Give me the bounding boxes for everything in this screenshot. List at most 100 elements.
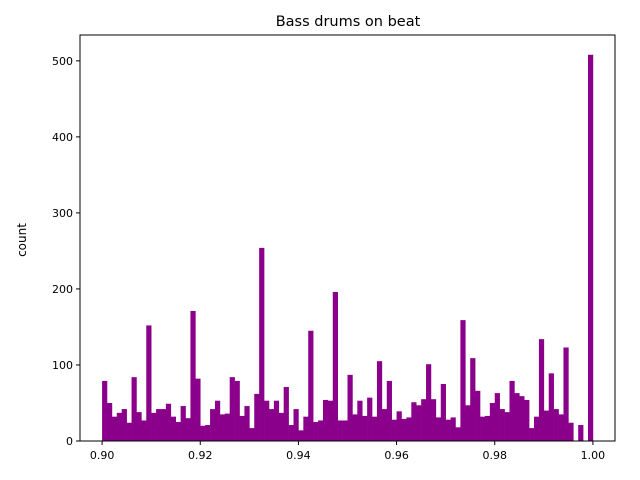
histogram-bar [534,416,540,441]
histogram-bar [445,419,451,441]
histogram-bar [131,377,137,441]
histogram-bar [391,419,397,441]
histogram-bar [367,397,373,441]
histogram-bar [514,393,520,441]
y-axis: 0 100 200 300 400 500 [52,55,80,448]
histogram-bar [156,409,162,441]
histogram-bar [342,420,348,441]
histogram-bar [558,414,564,441]
histogram-bar [524,399,530,441]
x-tick-label: 0.92 [188,449,213,462]
histogram-bar [293,409,299,441]
histogram-bar [347,374,353,441]
histogram-bar [254,393,260,441]
histogram-bar [484,415,491,441]
histogram-bar [322,399,329,441]
histogram-bar [435,417,442,441]
y-tick-label: 100 [52,359,73,372]
histogram-bar [111,416,118,441]
histogram-bar [337,420,343,441]
histogram-bar [224,413,231,441]
x-tick-label: 1.00 [581,449,606,462]
histogram-bar [249,428,255,441]
histogram-bar [543,410,550,441]
histogram-bar [264,400,270,441]
histogram-bar [283,387,289,441]
x-tick-label: 0.96 [384,449,409,462]
histogram-bar [106,402,113,441]
histogram-bar [165,403,172,441]
histogram-bar [440,383,446,441]
histogram-bar [195,378,201,441]
histogram-bar [381,409,388,441]
histogram-bar [151,412,157,441]
y-tick-label: 0 [66,435,73,448]
histogram-bar [411,402,417,441]
histogram-bar [332,291,338,441]
histogram-bar [538,339,545,441]
histogram-bar [160,409,167,441]
histogram-bar [357,400,363,441]
histogram-bar [318,420,324,441]
x-tick-label: 0.90 [90,449,115,462]
histogram-bar [170,416,177,441]
histogram-bar [259,247,265,441]
histogram-bar [313,421,319,441]
histogram-bar [239,415,245,441]
histogram-bar [470,358,476,441]
histogram-bar [529,428,535,441]
histogram-bar [141,420,147,441]
histogram-bar [465,405,471,441]
x-axis: 0.90 0.92 0.94 0.96 0.98 1.00 [90,441,605,462]
axes-frame [79,34,616,442]
histogram-bar [504,412,510,441]
histogram-bar [401,418,407,441]
histogram-bar [372,416,378,441]
histogram-bar [146,325,152,441]
histogram-bar [303,416,309,441]
histogram-bar [450,417,456,441]
histogram-bar [219,414,226,441]
y-tick-label: 500 [52,55,73,68]
y-axis-label: count [15,223,29,257]
histogram-bar [229,377,235,441]
y-tick-label: 400 [52,131,73,144]
histogram-bar [205,425,211,441]
histogram-bar [327,400,334,441]
histogram-bar [499,409,505,441]
histogram-bar [430,399,437,441]
histogram-bar [175,421,181,441]
histogram-bar [210,409,216,441]
x-tick-label: 0.94 [286,449,311,462]
histogram-bar [494,393,500,441]
histogram-bar [553,409,559,441]
histogram-bar [126,422,132,441]
histogram-bar [568,422,574,441]
histogram-bar [548,373,554,441]
histogram-bar [234,380,240,441]
histogram-bar [455,427,461,441]
histogram-bar [121,409,127,441]
histogram-bar [406,417,412,441]
histogram-bar [180,406,186,441]
histogram-bar [308,330,314,441]
histogram-bar [102,380,108,441]
histogram-bar [396,411,402,441]
histogram-bar [421,399,427,441]
histogram-bar [298,430,304,441]
histogram-bar [136,412,142,441]
histogram-bar [268,409,275,441]
histogram-bar [288,425,294,441]
histogram-bar [352,414,358,441]
histogram-bar [509,380,515,441]
histogram-bar [519,396,525,441]
histogram-bar [460,320,466,441]
histogram-bar [278,412,284,441]
histogram-bar [386,380,392,441]
histogram-bar [362,415,368,441]
histogram-bar [116,412,123,441]
histogram-bar [480,416,486,441]
histogram-bar [376,361,383,441]
histogram-bar [563,347,569,441]
